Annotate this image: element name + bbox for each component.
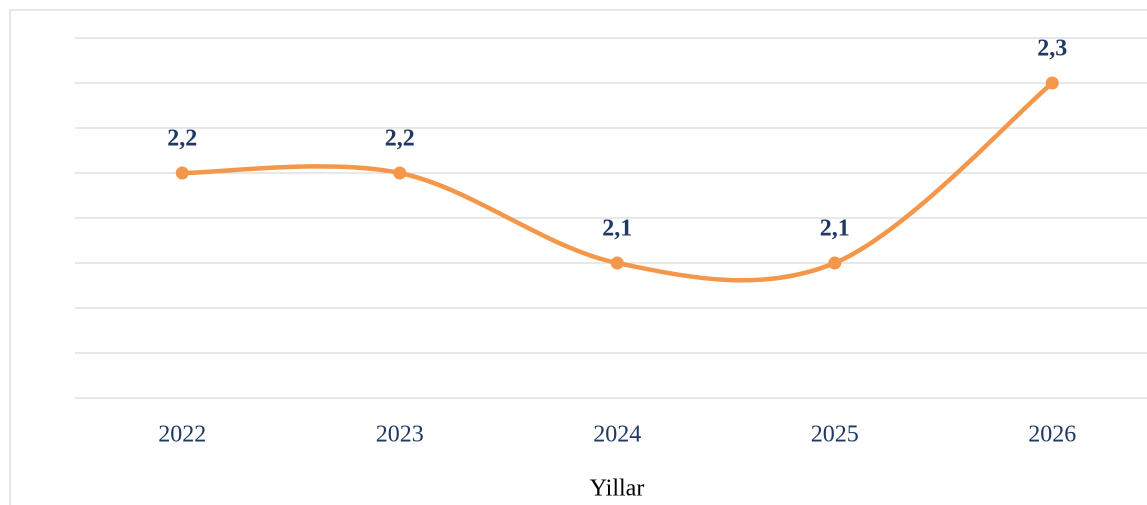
x-tick-label: 2022 — [158, 422, 206, 448]
x-tick-label: 2023 — [376, 422, 424, 448]
data-label: 2,1 — [602, 216, 632, 242]
marker — [828, 256, 842, 270]
x-tick-label: 2026 — [1028, 422, 1076, 448]
plot: 2,2 2,2 2,1 2,1 2,3 — [167, 36, 1067, 283]
data-label: 2,2 — [385, 126, 415, 152]
marker — [393, 166, 407, 180]
marker — [1045, 76, 1059, 90]
x-tick-label: 2024 — [593, 422, 641, 448]
data-label: 2,3 — [1037, 36, 1067, 62]
data-label: 2,2 — [167, 126, 197, 152]
marker — [175, 166, 189, 180]
x-tick-label: 2025 — [811, 422, 859, 448]
data-label: 2,1 — [820, 216, 850, 242]
marker — [610, 256, 624, 270]
x-axis-label: Yillar — [590, 476, 645, 502]
chart-border — [9, 9, 1147, 505]
grid — [75, 37, 1147, 399]
